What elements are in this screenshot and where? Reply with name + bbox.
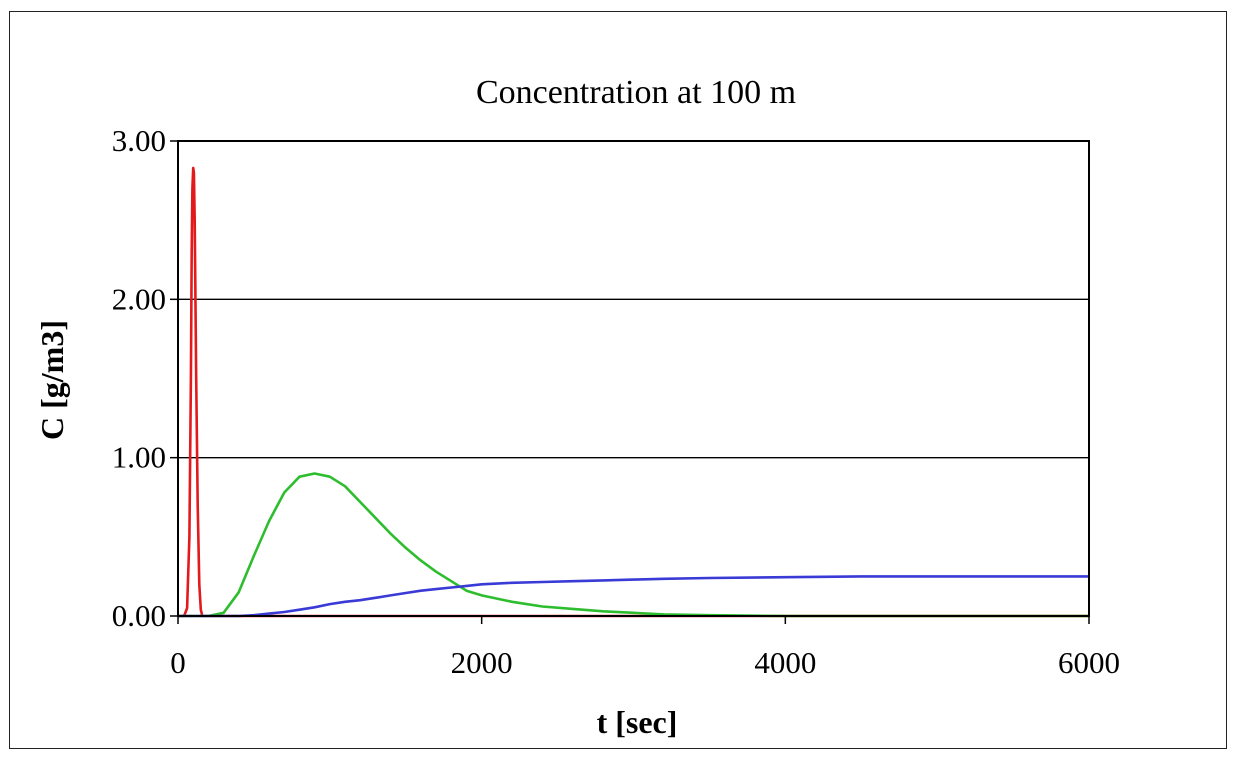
- y-tick-label: 1.00: [112, 440, 166, 475]
- chart-frame: [9, 11, 1227, 749]
- y-axis-ticks: 0.00 1.00 2.00 3.00: [112, 123, 178, 633]
- x-axis-ticks: 0 2000 4000 6000: [170, 616, 1120, 680]
- y-axis-label: C [g/m3]: [34, 320, 70, 440]
- gridlines: [178, 140, 1089, 617]
- x-tick-label: 6000: [1058, 645, 1120, 680]
- x-axis-label: t [sec]: [597, 704, 678, 740]
- x-tick-label: 4000: [754, 645, 816, 680]
- y-tick-label: 2.00: [112, 281, 166, 316]
- series-line-2: [178, 472, 1089, 618]
- series-line-3: [178, 575, 1089, 618]
- y-tick-label: 0.00: [112, 598, 166, 633]
- series-group: [178, 166, 1089, 618]
- x-tick-label: 2000: [451, 645, 513, 680]
- plot-area: [177, 140, 1090, 617]
- chart-title: Concentration at 100 m: [476, 74, 796, 111]
- series-line-1: [178, 166, 1089, 618]
- x-tick-label: 0: [170, 645, 186, 680]
- y-tick-label: 3.00: [112, 123, 166, 158]
